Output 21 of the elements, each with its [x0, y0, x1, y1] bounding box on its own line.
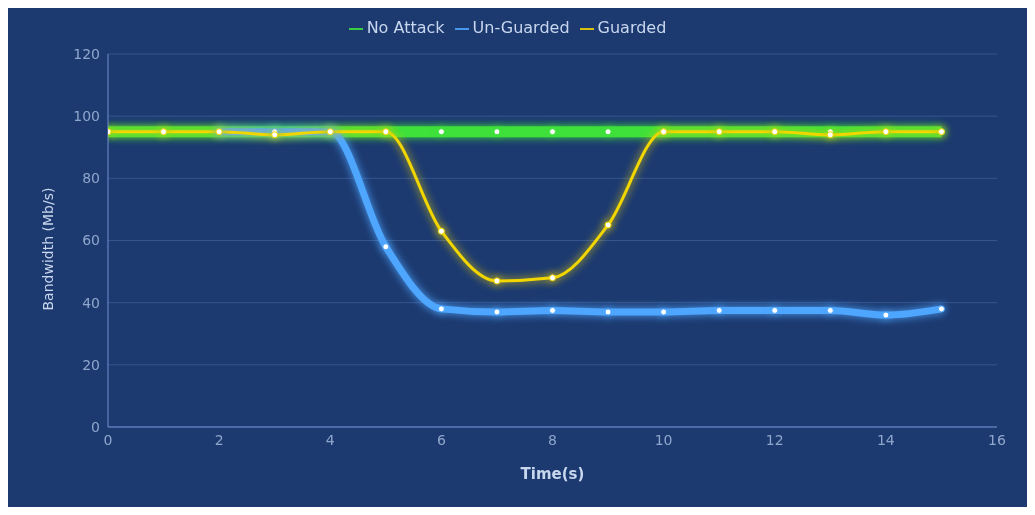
- y-axis-title: Bandwidth (Mb/s): [39, 187, 56, 311]
- y-tick-label: 60: [82, 232, 100, 249]
- legend-label: Un-Guarded: [472, 18, 570, 37]
- x-tick-label: 16: [988, 431, 1006, 448]
- y-tick-label: 40: [82, 294, 100, 311]
- x-tick-label: 8: [548, 431, 557, 448]
- y-tick-label: 100: [73, 108, 100, 125]
- x-tick-label: 14: [876, 431, 895, 448]
- x-tick-label: 0: [103, 431, 113, 448]
- x-tick-label: 6: [436, 431, 446, 448]
- y-tick-label: 0: [91, 418, 100, 435]
- y-tick-label: 80: [82, 170, 100, 187]
- legend-label: No Attack: [366, 18, 445, 37]
- y-tick-label: 20: [82, 356, 100, 373]
- legend-label: Guarded: [597, 18, 667, 37]
- x-tick-label: 10: [654, 431, 673, 448]
- y-tick-label: 120: [73, 45, 100, 62]
- x-tick-label: 4: [325, 431, 335, 448]
- x-tick-label: 12: [765, 431, 784, 448]
- x-axis-title: Time(s): [520, 465, 585, 483]
- x-tick-label: 2: [214, 431, 224, 448]
